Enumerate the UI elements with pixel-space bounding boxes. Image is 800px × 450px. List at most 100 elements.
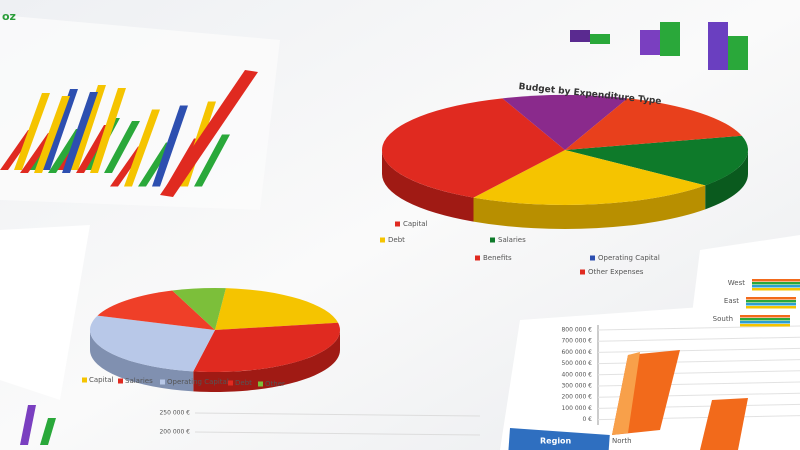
legend-swatch [395,221,400,227]
bar [752,279,800,282]
bar [570,30,590,42]
grid-line [194,412,481,417]
legend-label: Operating Capital [598,254,660,262]
side-chart: West East South [713,279,800,327]
legend-label: Operating Capital [167,378,229,386]
bar-groups [0,22,748,197]
legend-label: Other [265,380,285,388]
bar [14,93,50,170]
bar [740,321,790,324]
bar [700,398,748,450]
bar [740,318,790,321]
legend-swatch [590,255,595,261]
bar [20,405,36,445]
legend-swatch [228,380,233,386]
legend-label: Benefits [483,254,512,262]
bar [746,297,796,300]
pie-side [473,185,706,229]
bottom-chart: 250 000 € 200 000 € [159,410,481,436]
bar [152,105,188,187]
bar [660,22,680,56]
legend-label: Salaries [125,377,153,385]
y-tick-label: 700 000 € [561,338,592,345]
sheet [690,235,800,340]
bar [740,324,790,327]
legend-label: Salaries [498,236,526,244]
bar [40,418,56,445]
bar [124,109,160,187]
pie-slice [565,98,742,150]
grid-line [597,347,800,353]
pie-slice [502,94,628,150]
bar [746,300,796,303]
legend-swatch [160,379,165,385]
header: Region [540,437,572,446]
pie-slice [565,135,748,186]
legend-swatch [490,237,495,243]
pie-side [382,150,474,222]
y-tick-label: 500 000 € [561,360,592,367]
legend-swatch [380,237,385,243]
legends: Capital Debt Salaries Benefits Operating Cap… [82,220,660,388]
legend-label: Other Expenses [588,268,644,276]
legend-swatch [118,378,123,384]
legend-swatch [475,255,480,261]
y-tick-label: 0 € [582,416,592,423]
bar [160,70,258,197]
bar [104,121,140,173]
y-tick-label: 400 000 € [561,371,592,378]
grid-line [597,325,800,331]
grid-line [194,431,481,436]
bar [640,30,660,55]
sheet [0,225,90,400]
legend-swatch [82,377,87,383]
bar [34,96,70,173]
legend-label: Debt [235,379,252,387]
pie-slice [473,150,706,205]
legend-label: Debt [388,236,405,244]
bar [62,92,98,173]
pie-slice [172,287,226,330]
legend-label: Capital [403,220,428,228]
bar [708,22,728,70]
pie-slice [89,315,215,372]
bar [42,89,78,170]
pie-slice [382,98,565,198]
category-label: East [724,297,739,305]
bar [70,85,106,170]
logo: oz [2,10,16,23]
y-tick-label: 800 000 € [561,327,592,334]
y-tick-label: 100 000 € [561,405,592,412]
legend-label: Capital [89,376,114,384]
category-label: West [728,279,745,287]
bar [752,285,800,288]
bar [90,88,126,173]
bar [194,134,230,187]
pies [89,94,748,392]
bar [612,352,640,435]
pie-slice [193,322,341,373]
y-tick-label: 300 000 € [561,383,592,390]
pie-side [193,330,340,392]
x-label: North [612,437,632,445]
bar [746,306,796,309]
pie-slice [215,288,339,330]
grid-line [597,336,800,342]
bar [746,303,796,306]
y-ticks: 800 000 € 700 000 € 600 000 € 500 000 € 400 … [561,325,800,423]
category-label: South [713,315,733,323]
legend-swatch [258,381,263,387]
legend-swatch [580,269,585,275]
pie-side [90,330,194,392]
bar [752,282,800,285]
y-tick-label: 600 000 € [561,349,592,356]
bar [728,36,748,70]
y-tick-label: 200 000 € [561,394,592,401]
y-tick-label: 200 000 € [159,429,190,436]
bar [740,315,790,318]
pie-slice [97,290,215,330]
bar [752,288,800,291]
y-tick-label: 250 000 € [159,410,190,417]
bar [590,34,610,44]
